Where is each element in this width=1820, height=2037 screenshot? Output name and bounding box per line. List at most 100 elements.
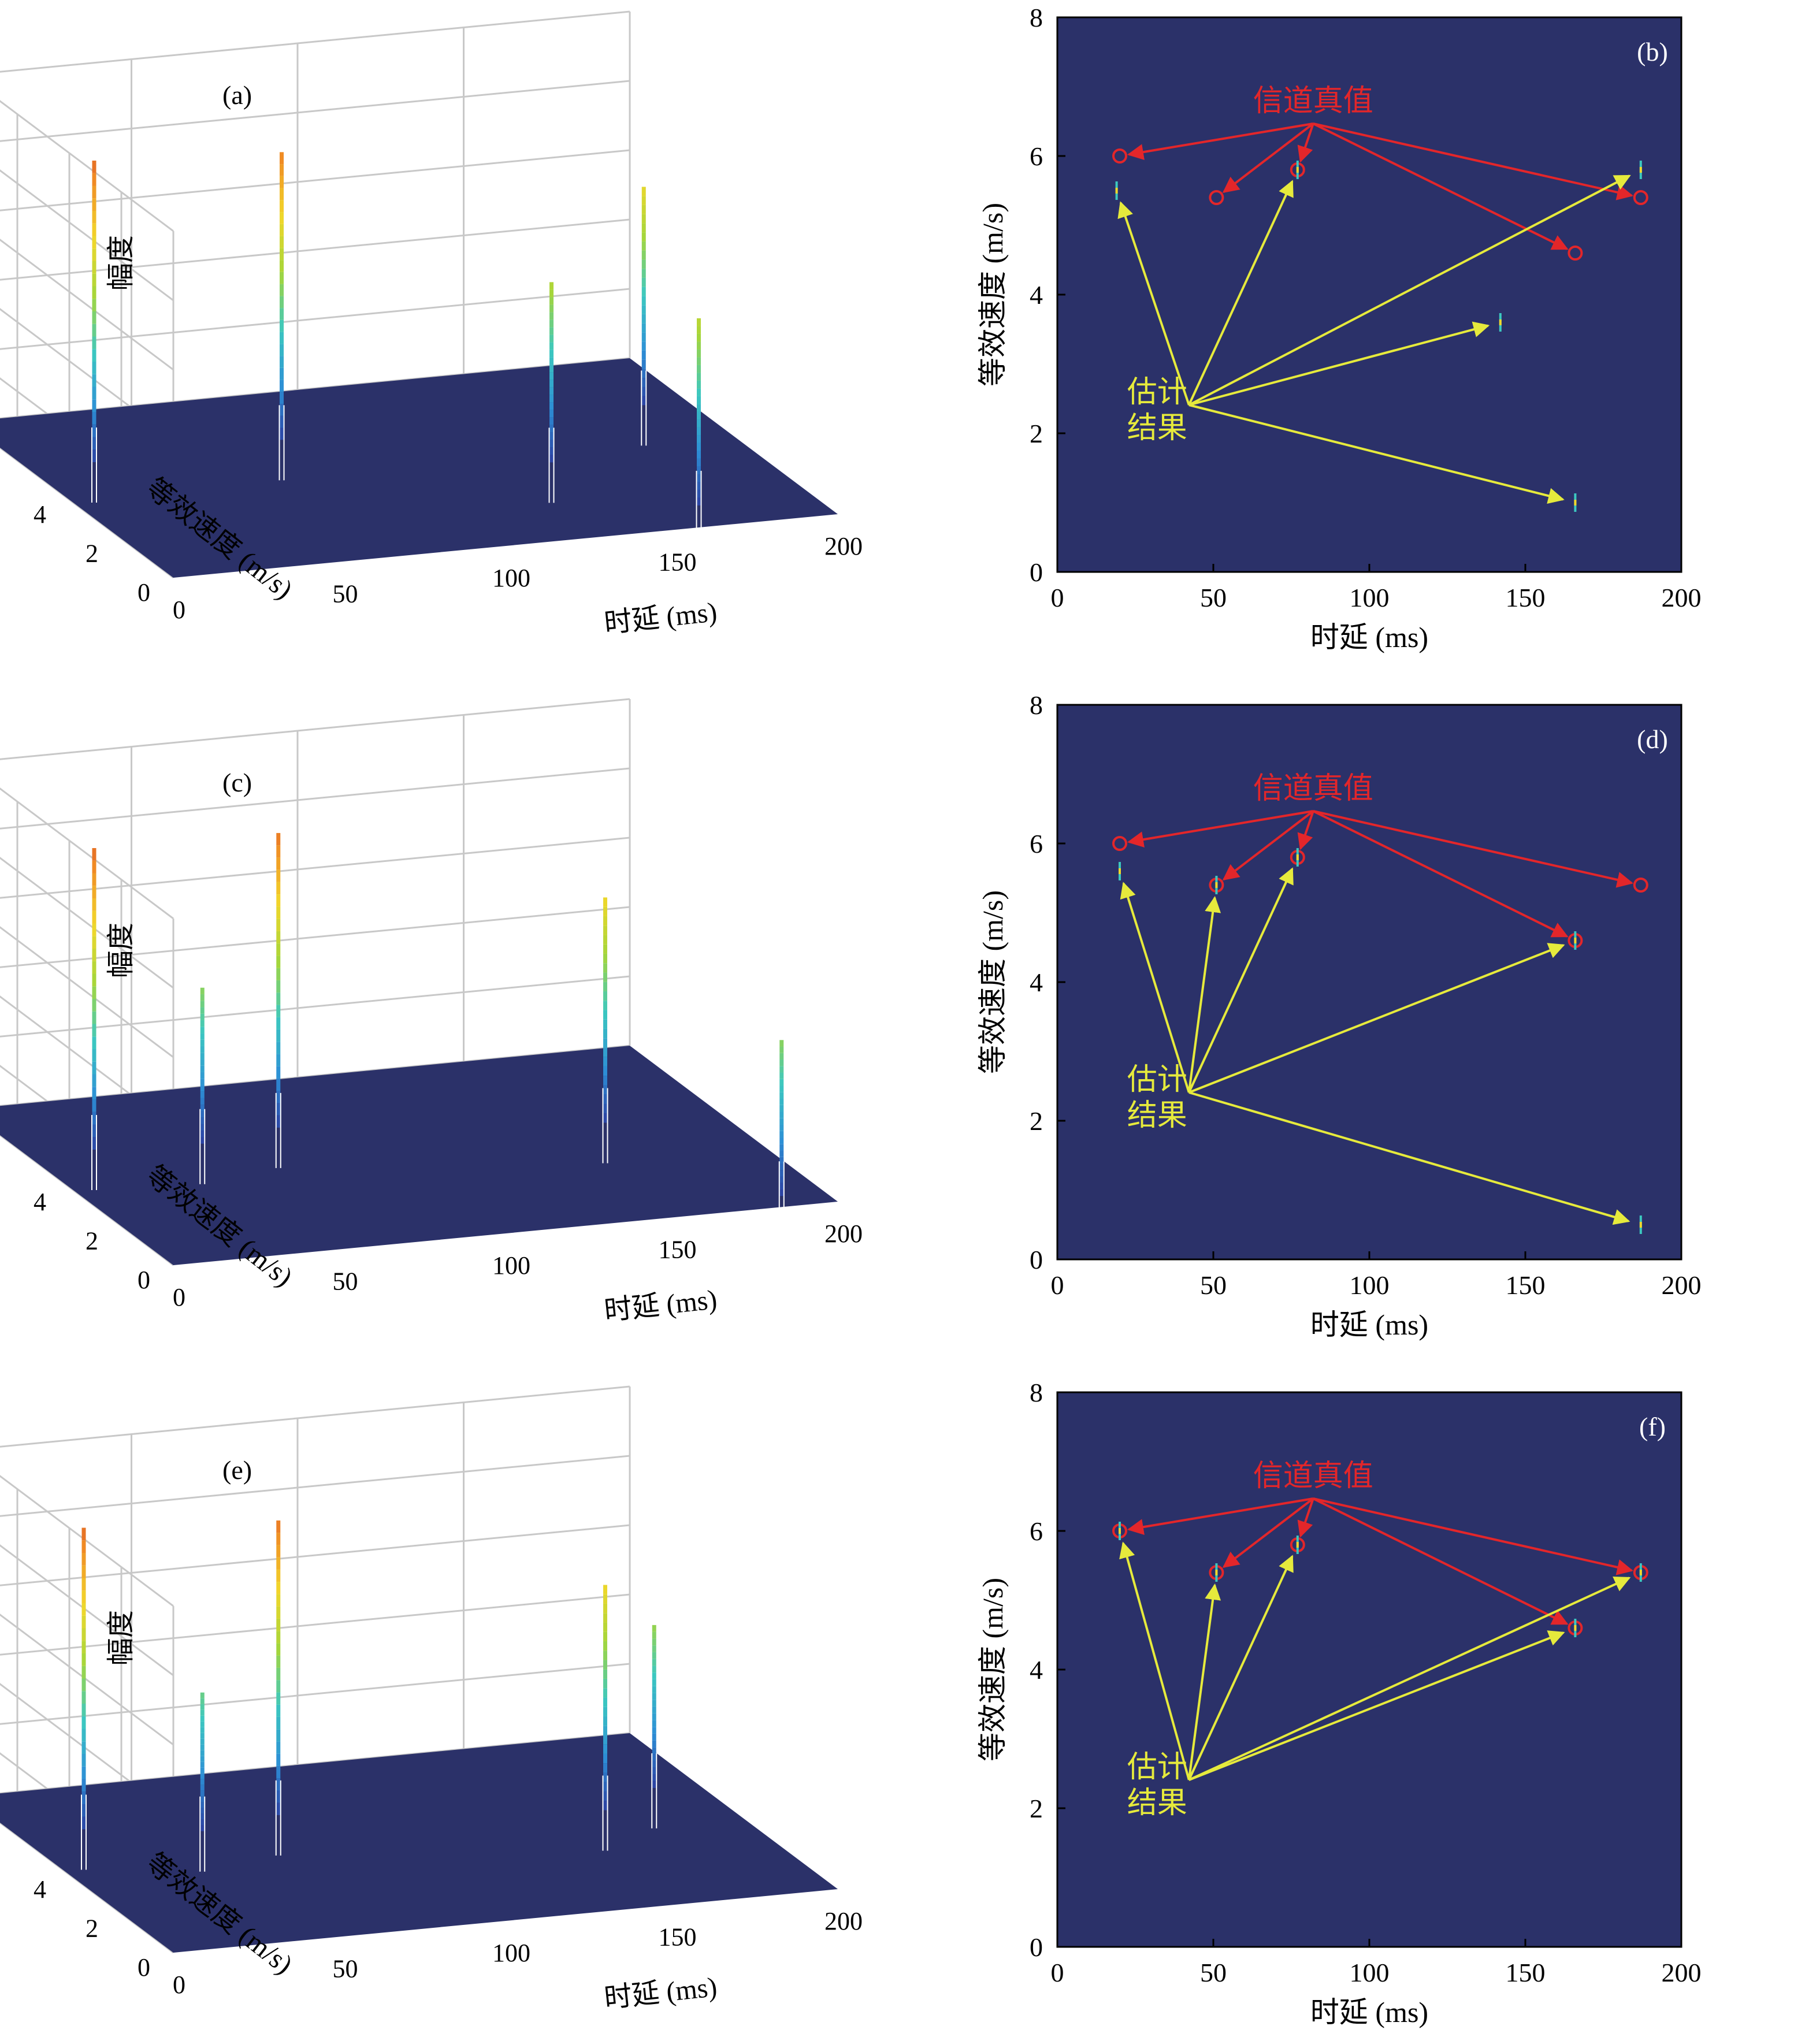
y-axis-label: 等效速度 (m/s): [976, 203, 1009, 386]
truth-marker: [1112, 148, 1127, 163]
x-axis-label: 时延 (ms): [1310, 621, 1428, 653]
x-tick-label: 0: [173, 596, 185, 624]
x-tick-label: 200: [824, 1907, 863, 1935]
stem-peak: [778, 1040, 785, 1237]
stem-peak: [548, 282, 555, 503]
estimate-blip-core: [1215, 882, 1218, 888]
x-tick-label: 100: [1350, 1958, 1390, 1987]
truth-marker: [1568, 246, 1583, 261]
stem-peak: [651, 1625, 658, 1828]
x-tick-label: 0: [1051, 583, 1064, 612]
floor-surface: [0, 358, 838, 578]
panel-tag: (b): [1637, 37, 1668, 66]
plot-area: [1056, 1391, 1682, 1948]
grid-line: [0, 149, 630, 371]
x-axis-label: 时延 (ms): [1310, 1309, 1428, 1341]
x-tick-label: 0: [1051, 1958, 1064, 1987]
z-axis-label: 幅度: [106, 1610, 136, 1666]
grid-line: [0, 1593, 630, 1815]
y-tick-label: 2: [1030, 1794, 1043, 1823]
truth-arrow: [1312, 1497, 1569, 1625]
truth-arrow: [1127, 810, 1314, 848]
estimate-arrow: [1187, 867, 1294, 1093]
estimate-arrow: [1187, 180, 1294, 406]
truth-label: 信道真值: [1253, 1460, 1373, 1493]
estimate-blip-core: [1574, 500, 1577, 505]
estimate-label: 估计: [1127, 376, 1187, 409]
x-tick-label: 50: [1200, 1958, 1227, 1987]
truth-arrow: [1127, 122, 1314, 161]
truth-arrow: [1222, 1497, 1314, 1568]
y-tick-label: 2: [86, 1227, 98, 1255]
panel-2d: 0 50 100 150 200 0 2 4 6 8 时延 (ms) 等效速度 (m/s) (f) 信道真…: [976, 1378, 1702, 2028]
grid-line: [0, 1385, 630, 1607]
panel-tag: (e): [222, 1455, 252, 1485]
y-tick-label: 2: [1030, 419, 1043, 448]
estimate-arrow: [1188, 943, 1565, 1094]
x-tick-label: 100: [492, 564, 530, 592]
truth-arrow: [1297, 811, 1314, 850]
estimate-blip-core: [1215, 1570, 1218, 1575]
y-tick-label: 2: [86, 540, 98, 568]
x-tick-label: 200: [1662, 1958, 1702, 1987]
truth-arrow: [1222, 122, 1314, 193]
stem-peak: [278, 152, 285, 481]
grid-line: [0, 1455, 630, 1677]
estimate-blip-core: [1639, 167, 1642, 173]
estimate-label: 结果: [1127, 412, 1187, 445]
y-tick-label: 8: [1030, 1378, 1043, 1407]
truth-arrow: [1313, 1497, 1633, 1575]
estimate-arrow: [1120, 882, 1190, 1093]
y-tick-label: 4: [1030, 968, 1043, 997]
y-axis-label: 等效速度 (m/s): [976, 1578, 1009, 1761]
x-axis-label: 时延 (ms): [603, 1972, 718, 2014]
z-axis-label: 幅度: [106, 235, 136, 291]
estimate-arrow: [1187, 1583, 1221, 1780]
estimate-blip-core: [1639, 1222, 1642, 1228]
x-tick-label: 150: [659, 548, 697, 577]
y-tick-label: 0: [1030, 1245, 1043, 1274]
grid-line: [0, 10, 630, 232]
stem-peak: [81, 1527, 87, 1870]
x-tick-label: 50: [333, 580, 358, 608]
stem-peak: [275, 1520, 281, 1856]
stem-peak: [275, 832, 281, 1168]
estimate-arrow: [1188, 174, 1631, 406]
y-tick-label: 4: [34, 1188, 46, 1216]
estimate-arrow: [1188, 321, 1490, 406]
y-axis-label: 等效速度 (m/s): [976, 890, 1009, 1074]
panel-tag: (a): [222, 80, 252, 110]
estimate-blip-core: [1499, 319, 1502, 325]
truth-arrow: [1222, 810, 1314, 880]
x-tick-label: 150: [1506, 1270, 1546, 1300]
truth-marker: [1633, 878, 1648, 893]
grid-line: [0, 1524, 630, 1746]
stem-peak: [641, 187, 647, 446]
estimate-label: 结果: [1127, 1787, 1187, 1820]
x-tick-label: 0: [173, 1971, 185, 1999]
floor-surface: [0, 1733, 838, 1953]
estimate-blip-core: [1115, 188, 1118, 194]
x-tick-label: 200: [1662, 1270, 1702, 1300]
truth-arrow: [1127, 1497, 1314, 1536]
y-tick-label: 2: [1030, 1106, 1043, 1136]
estimate-label: 结果: [1127, 1099, 1187, 1132]
x-tick-label: 150: [659, 1236, 697, 1264]
panel-2d: 0 50 100 150 200 0 2 4 6 8 时延 (ms) 等效速度 (m/s) (b) 信道真…: [976, 3, 1702, 653]
panel-tag: (d): [1637, 724, 1668, 754]
y-tick-label: 4: [34, 1875, 46, 1904]
x-tick-label: 150: [1506, 583, 1546, 612]
estimate-arrow: [1188, 1630, 1565, 1781]
truth-arrow: [1313, 810, 1633, 888]
y-tick-label: 8: [1030, 690, 1043, 720]
estimate-blip-core: [1296, 1542, 1299, 1548]
y-tick-label: 6: [1030, 829, 1043, 858]
estimate-arrow: [1187, 896, 1221, 1093]
estimate-arrow: [1117, 201, 1190, 406]
x-tick-label: 100: [1350, 583, 1390, 612]
y-tick-label: 0: [138, 1953, 150, 1982]
estimate-arrow: [1188, 1576, 1631, 1781]
estimate-blip-core: [1639, 1570, 1642, 1575]
x-tick-label: 200: [1662, 583, 1702, 612]
stem-peak: [602, 1585, 608, 1851]
